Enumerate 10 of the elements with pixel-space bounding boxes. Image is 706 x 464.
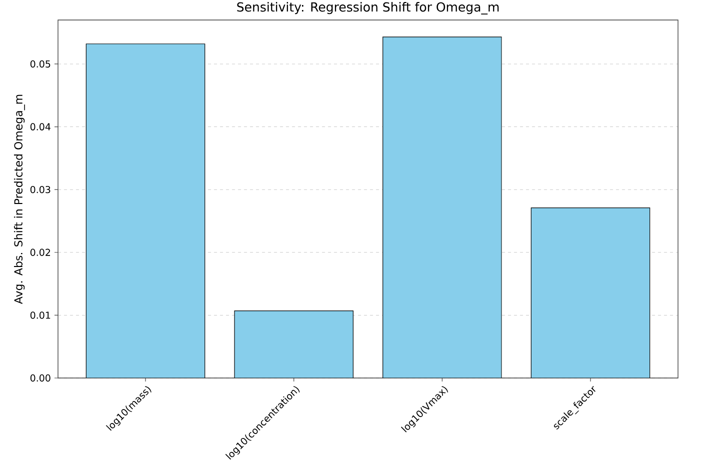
bar	[86, 44, 206, 378]
y-tick-label: 0.00	[30, 374, 50, 382]
y-tick-label: 0.01	[30, 312, 50, 319]
y-axis-title: Avg. Abs. Shift in Predicted Omega_m	[14, 94, 25, 304]
y-tick-label: 0.02	[30, 248, 50, 256]
chart-title: Sensitivity: Regression Shift for Omega_m	[237, 2, 499, 14]
y-tick-label: 0.03	[30, 186, 50, 194]
y-tick-label: 0.04	[30, 123, 50, 130]
bar	[382, 36, 502, 378]
y-tick-label: 0.05	[30, 60, 50, 68]
